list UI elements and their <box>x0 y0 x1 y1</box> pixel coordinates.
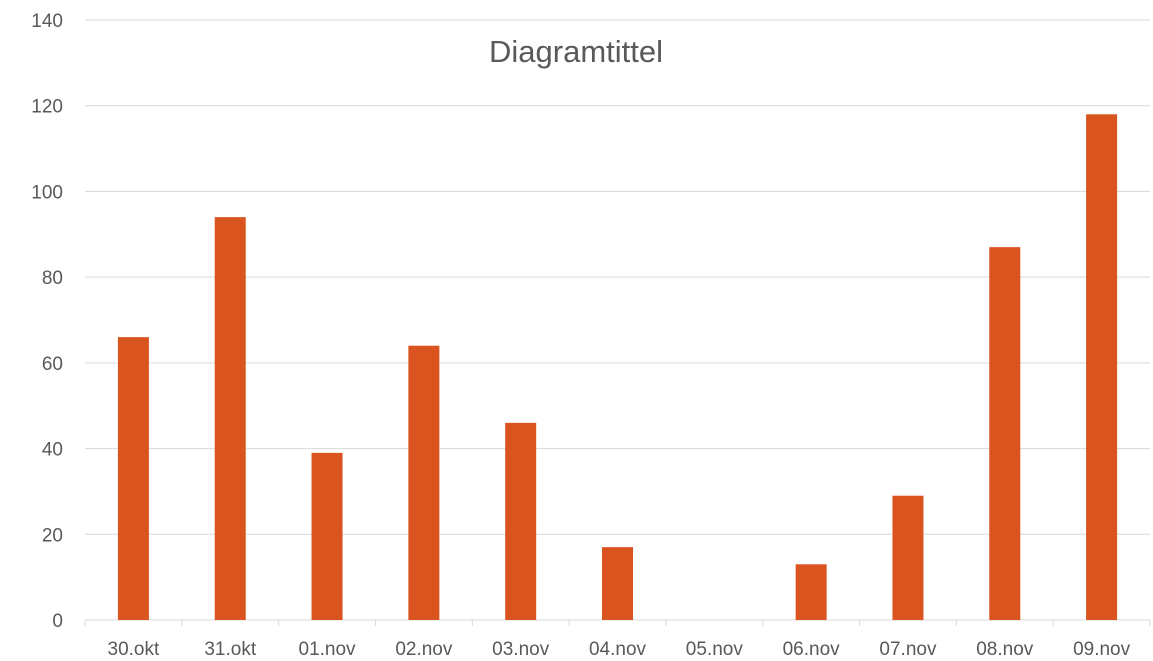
x-tick-label: 03.nov <box>492 639 550 660</box>
bar-07.nov <box>892 495 924 620</box>
y-tick-label: 60 <box>42 354 63 375</box>
x-tick-label: 09.nov <box>1073 639 1131 660</box>
bar-04.nov <box>602 547 633 620</box>
x-tick-label: 02.nov <box>395 639 453 660</box>
gridlines <box>84 19 1151 626</box>
x-tick-label: 08.nov <box>976 639 1034 660</box>
y-tick-label: 80 <box>42 268 63 289</box>
bar-31.okt <box>214 217 246 620</box>
bar-06.nov <box>795 564 827 620</box>
x-tick-label: 04.nov <box>589 639 647 660</box>
bar-09.nov <box>1086 114 1118 621</box>
bars <box>117 114 1118 621</box>
bar-01.nov <box>311 452 343 620</box>
y-tick-labels: 0 20 40 60 80 100 120 140 <box>31 11 63 632</box>
y-tick-label: 40 <box>42 440 63 461</box>
bar-03.nov <box>505 422 537 620</box>
x-tick-label: 06.nov <box>783 639 841 660</box>
y-tick-label: 100 <box>31 182 63 203</box>
y-tick-label: 140 <box>31 11 63 32</box>
x-tick-label: 07.nov <box>879 639 937 660</box>
chart-title: Diagramtittel <box>489 34 663 69</box>
x-tick-label: 31.okt <box>204 639 256 660</box>
bar-02.nov <box>408 345 440 620</box>
x-tick-labels: 30.okt 31.okt 01.nov 02.nov 03.nov 04.nov 05.n… <box>108 639 1131 660</box>
x-tick-label: 30.okt <box>108 639 160 660</box>
y-tick-label: 120 <box>31 97 63 118</box>
bar-08.nov <box>989 247 1021 620</box>
x-tick-label: 01.nov <box>299 639 357 660</box>
y-tick-label: 20 <box>42 525 63 546</box>
bar-30.okt <box>117 337 149 620</box>
y-tick-label: 0 <box>52 611 63 632</box>
x-tick-label: 05.nov <box>686 639 744 660</box>
